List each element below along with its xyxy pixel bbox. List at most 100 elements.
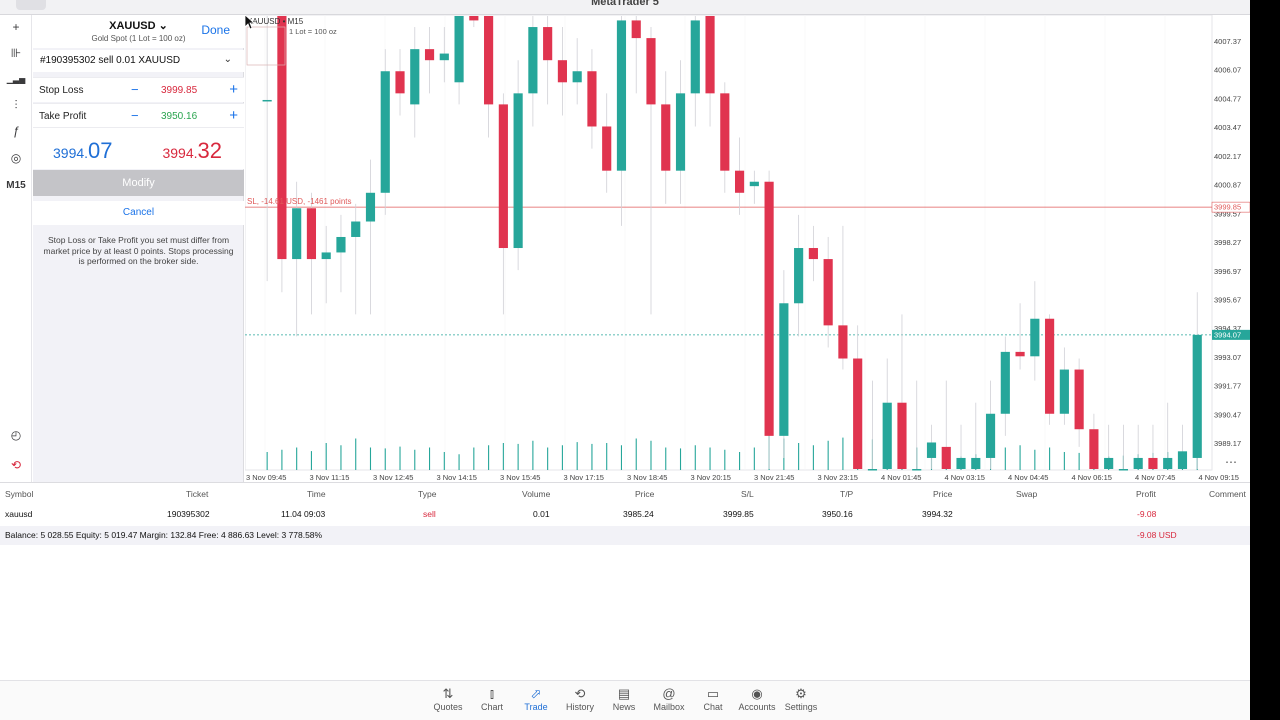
candle-body [971, 457, 981, 469]
candle-body [897, 402, 907, 469]
stop-loss-minus-button[interactable]: − [131, 82, 139, 97]
candles-icon[interactable]: ⊪ [10, 46, 22, 60]
time-tick-label: 3 Nov 21:45 [754, 473, 794, 482]
candle-body [513, 93, 523, 249]
candle-body [675, 93, 686, 171]
tab-quotes[interactable]: ⇅ Quotes [426, 685, 470, 712]
function-icon[interactable]: ƒ [12, 124, 20, 138]
candle [1015, 303, 1025, 370]
time-tick-label: 4 Nov 04:45 [1008, 473, 1048, 482]
order-selector[interactable]: #190395302 sell 0.01 XAUUSD ⌄ [33, 50, 244, 72]
col-tp[interactable]: T/P [840, 489, 854, 499]
candle [395, 49, 405, 116]
tab-label: News [612, 702, 636, 712]
col-current-price[interactable]: Price [933, 489, 953, 499]
candle [365, 159, 376, 315]
candle-body [720, 93, 730, 171]
candle [779, 270, 789, 458]
tab-accounts[interactable]: ◉ Accounts [735, 685, 779, 712]
stop-loss-plus-button[interactable]: + [229, 81, 238, 98]
symbol-selector[interactable]: XAUUSD ⌄ [33, 19, 244, 32]
timeframe-button[interactable]: M15 [6, 179, 26, 191]
ask-price-main: 3994. [162, 145, 198, 161]
candle [631, 16, 641, 94]
tab-settings[interactable]: ⚙ Settings [779, 685, 823, 712]
col-swap[interactable]: Swap [1016, 489, 1038, 499]
col-sl[interactable]: S/L [741, 489, 754, 499]
candle-body [631, 20, 641, 39]
candle [705, 16, 715, 127]
candle-body [690, 20, 700, 94]
take-profit-input[interactable]: 3950.16 [161, 111, 198, 122]
col-time[interactable]: Time [307, 489, 326, 499]
take-profit-minus-button[interactable]: − [131, 108, 139, 123]
objects-icon[interactable]: ◎ [10, 151, 22, 165]
candle-body [1177, 451, 1188, 469]
col-profit[interactable]: Profit [1136, 489, 1156, 499]
col-comment[interactable]: Comment [1209, 489, 1246, 499]
price-tick-label: 3991.77 [1214, 382, 1241, 391]
candle-body [469, 16, 479, 21]
chevron-down-icon: ⌄ [223, 54, 232, 65]
bar-chart-icon[interactable]: ▁▃▅ [6, 74, 26, 84]
tab-trade[interactable]: ⬀ Trade [514, 685, 558, 712]
done-button[interactable]: Done [201, 23, 230, 37]
sidebar-toggle-button[interactable] [16, 0, 46, 10]
col-type[interactable]: Type [418, 489, 437, 499]
chart-symbol-label: XAUUSD • M15 [247, 17, 304, 26]
candle-body [602, 126, 612, 171]
mailbox-icon: @ [662, 686, 676, 701]
candles [262, 16, 1202, 471]
candle [469, 16, 479, 28]
tab-chart[interactable]: ⫾ Chart [470, 685, 514, 712]
indicators-icon[interactable]: ⫶ [14, 97, 18, 112]
cancel-button[interactable]: Cancel [33, 201, 244, 225]
tab-news[interactable]: ▤ News [602, 685, 646, 712]
candle [897, 314, 907, 469]
panel-header: XAUUSD ⌄ Gold Spot (1 Lot = 100 oz) Done [33, 15, 244, 48]
col-volume[interactable]: Volume [522, 489, 551, 499]
candle-body [882, 402, 892, 469]
col-price[interactable]: Price [635, 489, 655, 499]
candle-body [912, 469, 922, 471]
col-ticket[interactable]: Ticket [186, 489, 209, 499]
one-click-trading-box [246, 26, 286, 66]
take-profit-plus-button[interactable]: + [229, 107, 238, 124]
candle-body [365, 192, 376, 222]
chart-settings-icon[interactable]: ◴ [10, 428, 22, 442]
chat-icon: ▭ [706, 686, 720, 701]
candle-body [410, 49, 420, 105]
crosshair-icon[interactable]: + [12, 20, 20, 34]
tab-chat[interactable]: ▭ Chat [691, 685, 735, 712]
price-tick-label: 3990.47 [1214, 410, 1241, 419]
tab-history[interactable]: ⟲ History [558, 685, 602, 712]
candle [734, 137, 745, 215]
candle-body [794, 248, 804, 304]
col-symbol[interactable]: Symbol [5, 489, 34, 499]
window-title: MetaTrader 5 [591, 0, 659, 8]
trade-logo-icon[interactable]: ⟲ [10, 458, 22, 472]
price-tag-text: 3994.07 [1214, 330, 1241, 339]
candle [1192, 292, 1202, 469]
candle-body [572, 71, 582, 83]
candle-body [395, 71, 405, 94]
candle-body [926, 442, 937, 458]
candle [513, 60, 523, 271]
cell-ticket: 190395302 [167, 509, 210, 519]
candle-body [587, 71, 597, 127]
history-icon: ⟲ [574, 686, 586, 701]
time-tick-label: 4 Nov 07:45 [1135, 473, 1175, 482]
stop-loss-input[interactable]: 3999.85 [161, 85, 198, 96]
tab-mailbox[interactable]: @ Mailbox [647, 685, 691, 712]
candle [543, 16, 553, 105]
chart-canvas[interactable]: 4007.37 4006.07 4004.77 4003.47 4002.17 4000.… [245, 15, 1250, 482]
candle [1104, 424, 1114, 469]
candle [1059, 347, 1069, 425]
candle-body [661, 104, 671, 171]
candle-body [1059, 369, 1069, 414]
modify-button[interactable]: Modify [33, 170, 244, 196]
candle [351, 203, 361, 315]
price-chart[interactable]: 4007.37 4006.07 4004.77 4003.47 4002.17 4000.… [245, 15, 1250, 482]
candle [424, 27, 435, 94]
stop-loss-row: Stop Loss − 3999.85 + [33, 77, 244, 102]
